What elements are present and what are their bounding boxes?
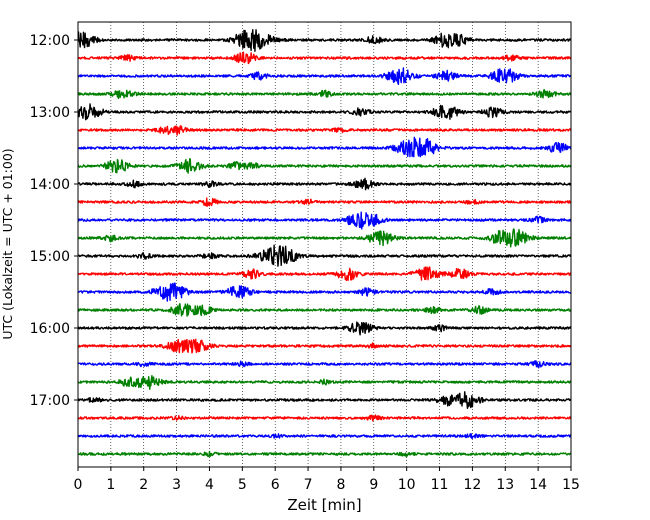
y-tick-label: 16:00 [30,321,70,337]
y-tick-label: 17:00 [30,393,70,409]
seismogram-trace [77,211,572,230]
y-tick-label: 15:00 [30,249,70,265]
seismogram-trace [77,360,572,369]
x-tick-label: 3 [172,477,181,493]
x-tick-label: 1 [106,477,115,493]
x-tick-label: 14 [529,477,547,493]
seismogram-trace [77,177,572,191]
y-axis-ticks: 12:00 13:00 14:00 15:00 16:00 17:00 [30,33,78,409]
seismogram-trace [77,88,572,100]
seismogram-trace [77,321,572,336]
seismogram-trace [77,28,572,52]
x-tick-label: 7 [304,477,313,493]
seismogram-trace [77,450,572,458]
seismogram-trace [77,414,572,422]
seismogram-trace [77,51,572,65]
seismogram-trace [77,303,572,317]
seismogram-trace [77,228,572,248]
seismogram-trace [77,282,572,302]
seismogram-trace [77,433,572,440]
x-tick-label: 15 [562,477,580,493]
x-axis-label: Zeit [min] [287,496,361,514]
x-tick-label: 4 [205,477,214,493]
x-tick-label: 9 [369,477,378,493]
x-tick-label: 2 [139,477,148,493]
x-tick-label: 8 [336,477,345,493]
y-tick-label: 12:00 [30,33,70,49]
seismogram-trace [77,158,572,174]
seismogram-trace [77,103,572,121]
y-tick-label: 14:00 [30,177,70,193]
seismogram-trace [77,197,572,207]
x-tick-label: 12 [463,477,481,493]
x-axis-ticks: 0 1 2 3 4 5 6 7 8 9 10 11 12 13 14 15 [74,467,580,493]
seismogram-trace [77,67,572,85]
x-tick-label: 11 [431,477,449,493]
y-tick-label: 13:00 [30,105,70,121]
seismogram-trace [77,136,572,158]
seismogram-trace [77,125,572,136]
seismogram-trace [77,266,572,282]
x-tick-label: 13 [496,477,514,493]
x-tick-label: 0 [74,477,83,493]
seismogram-traces [77,28,572,458]
x-tick-label: 6 [271,477,280,493]
seismogram-trace [77,244,572,267]
plot-frame [77,21,572,468]
seismogram-trace [77,391,572,409]
y-axis-label: UTC (Lokalzeit = UTC + 01:00) [0,148,15,339]
x-tick-label: 10 [398,477,416,493]
seismogram-trace [77,374,572,390]
x-tick-label: 5 [238,477,247,493]
seismogram-trace [77,338,572,354]
vertical-grid-lines [110,22,539,467]
